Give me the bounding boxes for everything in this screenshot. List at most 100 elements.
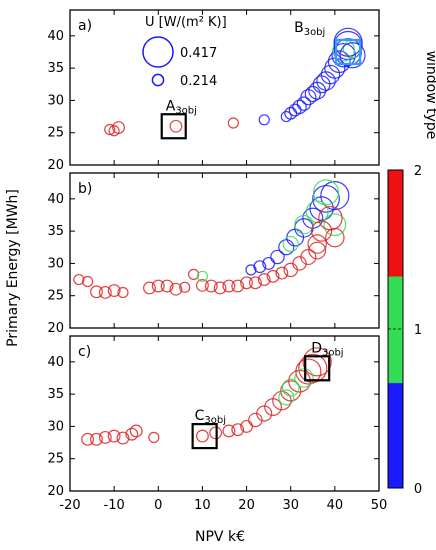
size-legend: U [W/(m² K)] 0.417 0.214 <box>142 15 227 89</box>
data-point <box>278 389 295 406</box>
colorbar-tick-label: 2 <box>414 164 422 179</box>
data-point <box>196 270 209 282</box>
data-point <box>169 282 183 296</box>
data-point <box>188 268 200 280</box>
panel-label: b) <box>78 181 92 197</box>
panel-frame <box>69 172 380 329</box>
data-point <box>231 279 245 293</box>
data-point <box>117 286 129 299</box>
data-point <box>292 256 307 271</box>
y-tick-label: 25 <box>47 452 64 467</box>
data-point <box>292 99 307 115</box>
data-point <box>280 110 292 123</box>
size-legend-marker <box>142 36 174 68</box>
panels-layer: 20 25 30 35 40 a) A3obj B3obj 20 25 30 35 40 b) 20 25 30… <box>47 9 387 513</box>
y-tick-label: 40 <box>47 192 64 207</box>
x-tick-label: 30 <box>282 498 299 513</box>
data-point <box>294 368 314 388</box>
data-point <box>282 235 299 253</box>
data-point <box>240 276 254 290</box>
annotation-box <box>304 355 331 382</box>
colorbar-segment <box>388 276 403 384</box>
data-point <box>331 42 356 68</box>
data-point <box>253 260 267 274</box>
panel-label: a) <box>78 18 92 34</box>
data-point <box>160 279 174 293</box>
y-tick-label: 20 <box>47 484 64 499</box>
data-point <box>295 358 322 385</box>
data-point <box>90 432 103 446</box>
data-point <box>222 279 236 293</box>
annotation-label: A3obj <box>166 98 197 116</box>
y-tick-label: 35 <box>47 224 64 239</box>
data-point <box>73 273 85 286</box>
data-point <box>325 227 345 248</box>
data-point <box>280 380 302 402</box>
data-point <box>245 264 257 276</box>
points-group <box>73 179 350 299</box>
data-point <box>320 181 350 211</box>
data-point <box>298 353 328 383</box>
size-legend-marker <box>151 73 165 87</box>
data-point <box>107 284 121 297</box>
points-group <box>81 347 332 446</box>
data-point <box>307 234 327 254</box>
colorbar-segment <box>388 383 403 488</box>
data-point <box>231 423 245 437</box>
annotation-box <box>335 38 362 66</box>
data-point <box>320 64 341 85</box>
y-tick-label: 35 <box>47 61 64 76</box>
panel-frame <box>69 9 380 166</box>
y-axis-label: Primary Energy [MWh] <box>5 189 21 347</box>
data-point <box>222 424 236 438</box>
data-point <box>179 281 191 293</box>
data-point <box>281 378 300 397</box>
y-tick-label: 25 <box>47 289 64 304</box>
data-point <box>248 412 263 428</box>
data-point <box>227 117 239 129</box>
y-tick-label: 20 <box>47 158 64 173</box>
data-point <box>151 279 165 293</box>
data-point <box>323 213 347 237</box>
panel-3: 20 25 30 35 40 -20 -10 0 10 20 30 40 50 c) C3obj D3obj <box>47 335 387 513</box>
y-tick-label: 30 <box>47 256 64 271</box>
x-axis-label: NPV k€ <box>195 529 245 545</box>
data-point <box>148 431 160 443</box>
y-tick-label: 40 <box>47 355 64 370</box>
data-point <box>107 429 121 443</box>
data-point <box>81 432 95 446</box>
data-point <box>108 125 120 137</box>
data-point <box>143 281 156 295</box>
data-point <box>125 427 139 441</box>
annotation-subscript: 3obj <box>322 347 344 358</box>
annotation-label: D3obj <box>311 340 343 358</box>
colorbar-segment <box>388 170 403 277</box>
panel-frame <box>69 335 380 492</box>
data-point <box>324 57 346 79</box>
y-tick-label: 20 <box>47 321 64 336</box>
data-point <box>213 281 227 295</box>
annotation-label: C3obj <box>195 408 226 426</box>
data-point <box>296 96 312 111</box>
colorbar-title: window type <box>423 51 436 140</box>
y-tick-label: 40 <box>47 29 64 44</box>
y-tick-label: 25 <box>47 126 64 141</box>
panel-label: c) <box>78 344 91 360</box>
data-point <box>104 123 116 136</box>
data-point <box>304 85 321 103</box>
x-tick-label: -20 <box>59 498 80 513</box>
data-point <box>339 42 366 69</box>
annotation-box <box>191 423 218 450</box>
data-point <box>116 431 130 445</box>
panel-1: 20 25 30 35 40 a) A3obj B3obj <box>47 9 380 173</box>
data-point <box>195 429 209 443</box>
data-point <box>302 347 332 377</box>
data-point <box>278 239 295 256</box>
data-point <box>248 276 262 290</box>
data-point <box>98 430 112 444</box>
data-point <box>266 269 280 283</box>
annotation-subscript: 3obj <box>304 27 326 38</box>
data-point <box>333 27 363 57</box>
